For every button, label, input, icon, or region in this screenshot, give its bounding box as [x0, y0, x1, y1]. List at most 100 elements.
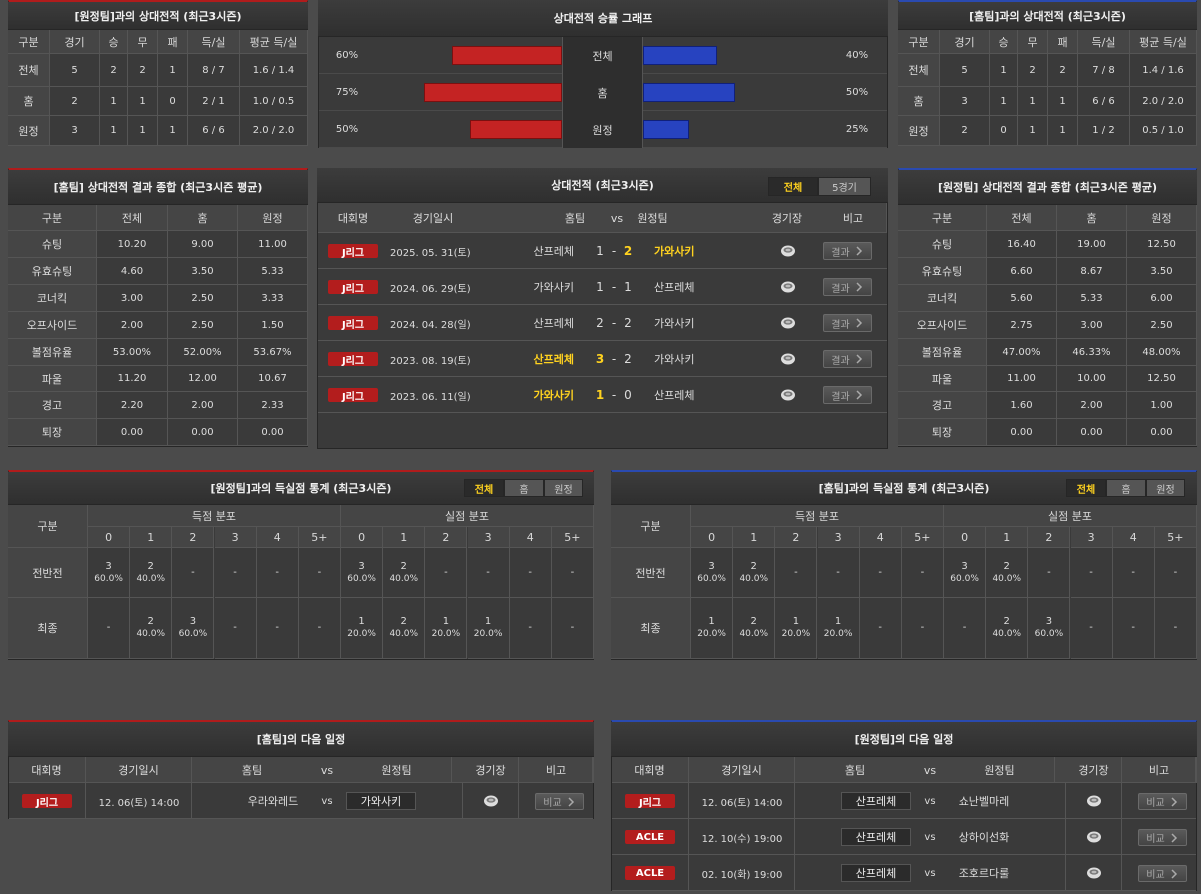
tab[interactable]: 전체 [464, 479, 504, 497]
cell: 3.50 [168, 258, 238, 285]
button[interactable]: 비교 [1138, 793, 1187, 810]
cell: 0.00 [97, 419, 168, 446]
cell: 1.4 / 1.6 [1130, 54, 1197, 87]
chevron [1171, 796, 1177, 807]
cell: - [88, 598, 131, 659]
count: - [920, 566, 925, 578]
divider [688, 783, 689, 819]
header-cell: 전체 [987, 205, 1057, 231]
button[interactable]: 결과 [823, 386, 872, 404]
home-pct: 60% [335, 50, 359, 61]
row-bg [318, 377, 887, 413]
cell: 2.00 [97, 312, 168, 339]
divider [1065, 819, 1066, 855]
cell: 3 60.0% [691, 548, 734, 598]
cell: 0.00 [238, 419, 308, 446]
button[interactable]: 비교 [535, 793, 584, 810]
header-cell: 구분 [898, 30, 940, 54]
home-team: 산프레체 [841, 864, 911, 882]
count: 2 [400, 560, 407, 572]
header-cell: 원정팀 [637, 212, 668, 225]
tab[interactable]: 5경기 [818, 177, 871, 196]
league-badge: J리그 [328, 280, 378, 295]
cell: 슈팅 [898, 231, 987, 258]
percent: 40.0% [739, 629, 769, 639]
away-team: 가와사키 [654, 245, 695, 258]
button-label: 비교 [1146, 870, 1165, 881]
header-cell: vs [320, 763, 334, 777]
away-score: 0 [624, 388, 632, 402]
tab[interactable]: 원정 [1146, 479, 1185, 497]
button[interactable]: 결과 [823, 350, 872, 368]
tab[interactable]: 홈 [1106, 479, 1146, 497]
header-cell: 홈팀 [241, 764, 263, 777]
cell: 1 [158, 54, 188, 87]
row-bg [318, 233, 887, 269]
panel-title: [홈팀]의 다음 일정 [8, 722, 594, 757]
button[interactable]: 비교 [1138, 865, 1187, 882]
league-badge: J리그 [328, 244, 378, 259]
cell: 53.00% [97, 339, 168, 366]
button-label: 결과 [831, 319, 850, 331]
cell: 유효슈팅 [898, 258, 987, 285]
home-score: 1 [596, 280, 604, 294]
tab[interactable]: 홈 [504, 479, 544, 497]
date: 2025. 05. 31(토) [390, 247, 471, 259]
button[interactable]: 비교 [1138, 829, 1187, 846]
cell: - [256, 548, 299, 598]
column-header: 2 [425, 527, 468, 548]
cell: 0.00 [168, 419, 238, 446]
percent: 60.0% [697, 573, 726, 584]
cell: 2 / 1 [188, 87, 240, 116]
button[interactable]: 결과 [823, 314, 872, 332]
header-cell: 원정팀 [342, 757, 452, 783]
cell: 2.00 [1057, 392, 1127, 419]
cell: - [1112, 598, 1155, 659]
home-team: 산프레체 [533, 353, 574, 366]
cell: - [817, 548, 860, 598]
tab[interactable]: 전체 [1066, 479, 1106, 497]
cell: - [775, 548, 818, 598]
cell: 1 [990, 54, 1018, 87]
label-header: 구분 [611, 505, 691, 548]
percent: 20.0% [473, 629, 503, 639]
panel-title: [원정팀] 상대전적 결과 종합 (최근3시즌 평균) [898, 170, 1197, 205]
cell: 3 [940, 87, 990, 116]
count: 2 [1003, 616, 1010, 627]
row-label: 전반전 [611, 548, 691, 598]
cell: 슈팅 [8, 231, 97, 258]
percent: 60.0% [94, 573, 123, 584]
cell: 1 [128, 116, 158, 146]
tab[interactable]: 전체 [768, 177, 818, 196]
column-header: 1 [130, 527, 173, 548]
cell: 6 / 6 [188, 116, 240, 146]
cell: 3 60.0% [88, 548, 131, 598]
home-score: 1 [595, 388, 605, 402]
cell: 2 40.0% [383, 548, 426, 598]
cell: 2.50 [168, 312, 238, 339]
cell: 1 [1048, 87, 1078, 116]
divider [462, 783, 463, 819]
button[interactable]: 결과 [823, 242, 872, 260]
cell: 46.33% [1057, 339, 1127, 366]
away-team: 가와사키 [654, 353, 695, 366]
cell: 1 20.0% [467, 598, 510, 659]
tab[interactable]: 원정 [544, 479, 583, 497]
stadium-icon [781, 389, 795, 401]
panel-title: 상대전적 승률 그래프 [318, 0, 888, 37]
panel-title: [원정팀]의 다음 일정 [611, 722, 1197, 757]
column-header: 3 [214, 527, 257, 548]
count: - [233, 622, 237, 633]
column-header: 0 [88, 527, 131, 548]
header-cell: vs [923, 763, 937, 777]
count: - [1173, 622, 1178, 633]
count: 3 [1045, 616, 1053, 627]
button[interactable]: 결과 [823, 278, 872, 296]
row-bg [318, 269, 887, 305]
header-cell: 홈 [1057, 205, 1127, 231]
percent: 20.0% [823, 629, 853, 639]
stadium-icon [1087, 867, 1101, 879]
percent: 60.0% [347, 573, 376, 584]
chevron [1171, 832, 1177, 843]
stadium-icon [781, 245, 795, 257]
